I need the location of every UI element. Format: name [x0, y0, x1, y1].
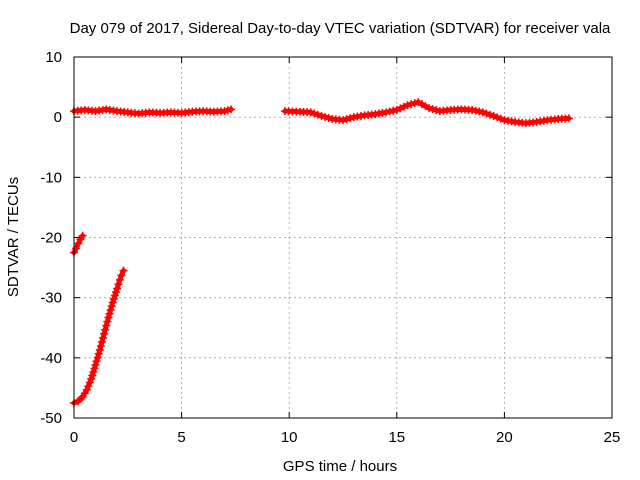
- data-point: [72, 244, 81, 253]
- x-tick-label: 5: [177, 429, 185, 446]
- data-point: [85, 378, 94, 387]
- data-series-segment-1: [70, 105, 236, 118]
- x-tick-label: 20: [496, 429, 513, 446]
- data-point: [92, 357, 101, 366]
- data-point: [110, 291, 119, 300]
- data-point: [84, 382, 93, 391]
- x-axis-label: GPS time / hours: [283, 458, 397, 475]
- y-tick-label: -30: [40, 290, 62, 307]
- data-point: [114, 280, 123, 289]
- data-series-segment-2: [280, 98, 573, 128]
- data-point: [486, 110, 495, 119]
- data-point: [468, 105, 477, 114]
- data-point: [82, 385, 91, 394]
- x-tick-label: 10: [281, 429, 298, 446]
- data-point: [389, 106, 398, 115]
- data-point: [385, 107, 394, 116]
- data-point: [90, 364, 99, 373]
- data-point: [428, 105, 437, 114]
- data-point: [88, 371, 97, 380]
- y-tick-label: -20: [40, 230, 62, 247]
- data-point: [111, 288, 120, 297]
- data-point: [425, 104, 434, 113]
- data-point: [108, 298, 117, 307]
- data-point: [317, 111, 326, 120]
- data-point: [103, 317, 112, 326]
- data-point: [382, 108, 391, 117]
- data-series-segment-3: [70, 231, 87, 257]
- data-point: [475, 107, 484, 116]
- y-tick-label: -10: [40, 169, 62, 186]
- data-layer: [70, 98, 573, 407]
- data-point: [339, 116, 347, 125]
- data-point: [94, 349, 103, 358]
- data-point: [99, 333, 108, 342]
- y-tick-label: -40: [40, 350, 62, 367]
- data-point: [489, 111, 498, 120]
- data-point: [227, 105, 236, 114]
- data-point: [432, 106, 441, 115]
- data-point: [396, 104, 405, 113]
- x-tick-label: 25: [604, 429, 621, 446]
- data-point: [496, 114, 505, 123]
- data-series-segment-4: [70, 266, 128, 407]
- data-point: [113, 284, 122, 293]
- chart-title: Day 079 of 2017, Sidereal Day-to-day VTE…: [70, 20, 611, 37]
- data-point: [74, 239, 83, 248]
- y-tick-label: 10: [45, 49, 62, 66]
- data-point: [105, 309, 114, 318]
- data-point: [407, 100, 416, 109]
- data-point: [342, 115, 351, 124]
- data-point: [306, 108, 315, 117]
- data-point: [410, 99, 419, 108]
- data-point: [482, 109, 491, 118]
- data-point: [104, 313, 113, 322]
- y-tick-label: -50: [40, 410, 62, 427]
- data-point: [493, 113, 502, 122]
- data-point: [106, 306, 115, 314]
- data-point: [313, 110, 322, 119]
- data-point: [346, 114, 355, 123]
- data-point: [471, 106, 480, 115]
- tick-layer: 0 5 10 15 20 25 -50 -40 -30 -20 -10 0 10: [40, 49, 620, 446]
- data-point: [392, 105, 401, 114]
- data-point: [93, 353, 102, 362]
- data-point: [564, 114, 573, 123]
- data-point: [95, 346, 104, 355]
- y-tick-label: 0: [54, 109, 62, 126]
- data-point: [310, 109, 319, 118]
- data-point: [115, 275, 124, 284]
- x-tick-label: 15: [388, 429, 405, 446]
- data-point: [399, 102, 408, 111]
- data-point: [78, 231, 87, 240]
- data-point: [107, 302, 116, 311]
- y-axis-label: SDTVAR / TECUs: [5, 177, 22, 297]
- data-point: [324, 113, 333, 122]
- x-tick-label: 0: [70, 429, 78, 446]
- data-point: [87, 374, 96, 383]
- data-point: [102, 321, 111, 330]
- data-point: [96, 341, 105, 350]
- data-point: [321, 112, 330, 121]
- data-point: [101, 325, 110, 334]
- data-point: [89, 367, 98, 376]
- data-point: [119, 266, 128, 275]
- data-point: [478, 108, 487, 117]
- data-point: [109, 295, 118, 304]
- data-point: [91, 361, 100, 370]
- data-point: [117, 271, 126, 280]
- data-point: [97, 337, 106, 346]
- data-point: [403, 101, 412, 110]
- data-point: [100, 329, 109, 338]
